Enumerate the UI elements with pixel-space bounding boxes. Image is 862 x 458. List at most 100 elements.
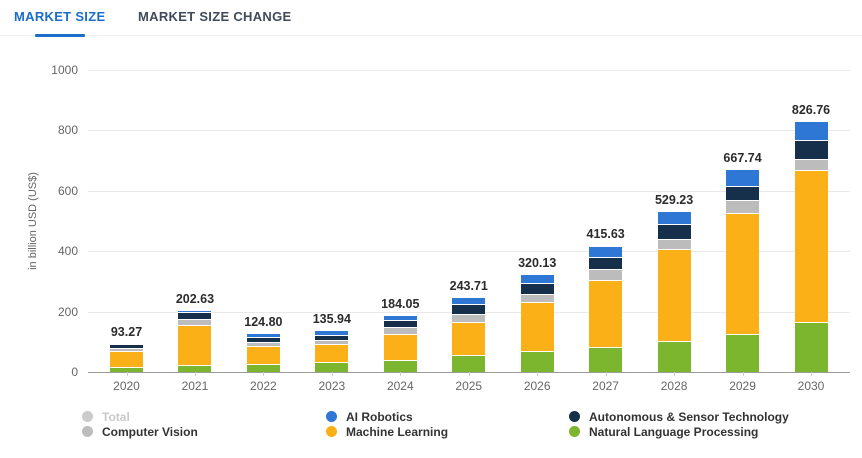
chart-legend: Total Computer Vision AI Robotics Machine L…: [82, 409, 789, 439]
bar-segment: [178, 365, 212, 372]
bar-segment: [589, 280, 623, 349]
bar-2030: [794, 122, 828, 372]
legend-item-natural-language-processing[interactable]: Natural Language Processing: [569, 424, 789, 439]
bar-segment: [589, 246, 623, 258]
bar-segment: [315, 340, 349, 346]
legend-item-autonomous-sensor-technology[interactable]: Autonomous & Sensor Technology: [569, 409, 789, 424]
x-axis-label: 2021: [181, 379, 209, 393]
legend-item-ai-robotics[interactable]: AI Robotics: [326, 409, 569, 424]
bar-segment: [589, 269, 623, 281]
x-tick-mark: [605, 372, 607, 376]
legend-color-dot: [569, 411, 580, 422]
bar-segment: [726, 187, 760, 201]
gridline: [88, 190, 850, 192]
legend-item-total[interactable]: Total: [82, 409, 326, 424]
x-axis-label: 2026: [523, 379, 551, 393]
x-tick-mark: [811, 372, 812, 376]
bar-total-label: 667.74: [723, 151, 762, 165]
x-tick-mark: [331, 372, 333, 376]
y-tick-label: 1000: [51, 63, 78, 77]
bar-total-label: 202.63: [175, 292, 215, 306]
x-tick-mark: [194, 372, 196, 376]
legend-color-dot: [326, 426, 337, 437]
bar-segment: [178, 311, 212, 313]
bar-segment: [452, 298, 486, 306]
bar-segment: [657, 224, 691, 240]
bar-segment: [657, 239, 691, 251]
gridline: [88, 251, 850, 253]
bar-segment: [657, 212, 691, 225]
bar-segment: [657, 250, 691, 343]
bar-2026: [520, 275, 554, 372]
bar-segment: [315, 331, 349, 336]
bar-total-label: 415.63: [586, 227, 625, 241]
y-tick-label: 0: [71, 365, 78, 379]
x-tick-mark: [742, 372, 744, 376]
bar-segment: [246, 365, 280, 372]
bar-segment: [726, 214, 760, 336]
legend-color-dot: [326, 411, 337, 422]
bar-segment: [315, 345, 349, 363]
x-axis-label: 2029: [729, 379, 756, 393]
legend-item-computer-vision[interactable]: Computer Vision: [82, 424, 326, 439]
bar-total-label: 184.05: [381, 297, 420, 311]
bar-segment: [110, 349, 143, 353]
bar-2021: [178, 311, 212, 372]
bar-total-label: 124.80: [244, 315, 283, 329]
legend-label: AI Robotics: [346, 409, 413, 424]
tab-market-size-change[interactable]: MARKET SIZE CHANGE: [138, 0, 291, 35]
legend-label: Machine Learning: [346, 424, 449, 439]
legend-color-dot: [82, 411, 93, 422]
x-tick-mark: [263, 372, 265, 376]
bar-segment: [794, 122, 828, 142]
bar-segment: [726, 200, 760, 215]
bar-segment: [315, 362, 349, 372]
bar-segment: [383, 321, 417, 328]
y-tick-label: 400: [57, 244, 78, 259]
bar-segment: [110, 352, 143, 368]
bar-segment: [383, 360, 417, 372]
bar-segment: [452, 323, 486, 356]
bar-segment: [520, 302, 554, 352]
bar-segment: [246, 334, 280, 339]
x-axis-label: 2023: [318, 379, 346, 393]
bar-total-label: 243.71: [449, 279, 488, 293]
bar-segment: [178, 320, 212, 327]
y-tick-label: 800: [57, 123, 78, 138]
x-tick-mark: [126, 372, 128, 376]
x-tick-mark: [674, 372, 676, 376]
bar-segment: [657, 342, 691, 372]
bar-segment: [110, 343, 143, 346]
bar-segment: [110, 368, 143, 372]
bar-total-label: 529.23: [654, 193, 694, 207]
bar-segment: [383, 335, 417, 361]
bar-segment: [589, 257, 623, 270]
bar-segment: [726, 335, 760, 372]
x-tick-mark: [400, 372, 402, 376]
bar-segment: [452, 355, 486, 372]
x-axis-label: 2022: [250, 379, 277, 393]
bar-segment: [178, 326, 212, 366]
bar-segment: [246, 347, 280, 366]
gridline: [88, 130, 850, 132]
y-tick-label: 200: [57, 304, 78, 319]
legend-item-machine-learning[interactable]: Machine Learning: [326, 424, 569, 439]
bar-segment: [178, 312, 212, 321]
legend-label: Autonomous & Sensor Technology: [589, 409, 789, 424]
bar-segment: [246, 343, 280, 348]
bar-total-label: 826.76: [791, 103, 831, 117]
tab-market-size[interactable]: MARKET SIZE: [14, 0, 105, 37]
bar-2020: [110, 343, 143, 372]
x-axis-label: 2028: [660, 379, 688, 393]
bar-segment: [520, 284, 554, 296]
bar-total-label: 93.27: [110, 325, 143, 339]
bar-segment: [520, 275, 554, 285]
legend-label: Computer Vision: [102, 424, 198, 439]
x-axis-label: 2030: [797, 379, 825, 393]
bar-segment: [452, 305, 486, 315]
bar-segment: [726, 170, 760, 188]
x-axis-label: 2024: [386, 379, 414, 393]
legend-color-dot: [82, 426, 93, 437]
bar-2028: [657, 212, 691, 372]
